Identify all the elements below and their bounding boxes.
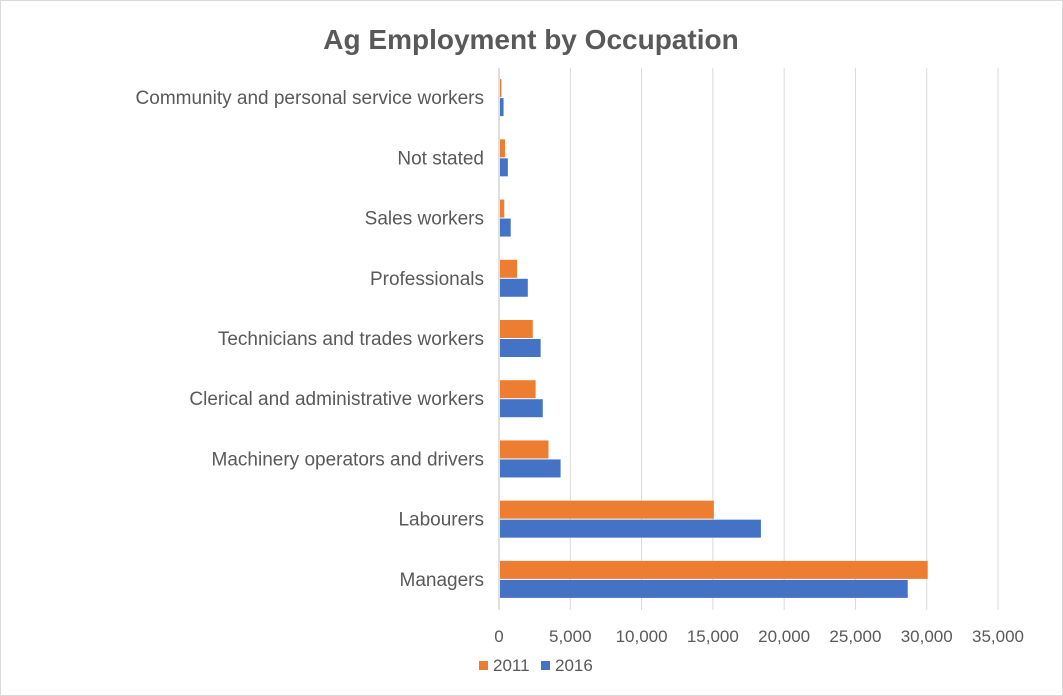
category-labels: Community and personal service workers No… [136,88,484,591]
bar-2011 [500,440,549,459]
category-label: Sales workers [365,209,484,230]
category-label: Clerical and administrative workers [189,389,484,410]
category-label: Labourers [398,510,484,531]
bar-2011 [500,320,533,338]
bar-2016 [500,98,504,117]
bar-2016 [500,399,543,418]
category-label: Technicians and trades workers [218,329,484,350]
category-label: Community and personal service workers [136,88,484,109]
gridlines [498,68,999,610]
bar-2016 [500,579,908,598]
bar-2011 [500,139,505,158]
bar-2011 [500,259,518,278]
category-label: Machinery operators and drivers [212,449,484,470]
bar-2011 [500,500,714,519]
legend-swatch [479,661,488,670]
legend: 2011 2016 [479,656,593,675]
x-axis-tick-labels: 0 5,000 10,000 15,000 20,000 25,000 30,000 35,0… [494,627,1024,646]
x-tick-label: 30,000 [901,627,953,646]
legend-label: 2016 [555,656,593,675]
legend-label: 2011 [493,656,530,675]
bar-2011 [500,560,928,579]
bar-2016 [500,459,561,478]
x-tick-label: 35,000 [972,627,1024,646]
bar-2016 [500,218,511,237]
bar-2011 [500,79,502,98]
bar-2016 [500,278,528,297]
x-tick-label: 20,000 [758,627,810,646]
bar-2016 [500,519,761,538]
bar-2016 [500,339,541,357]
legend-swatch [541,661,550,670]
bars [500,79,928,598]
chart-title: Ag Employment by Occupation [323,24,738,55]
x-tick-label: 15,000 [687,627,739,646]
x-tick-label: 5,000 [549,627,592,646]
category-label: Not stated [397,148,484,169]
x-tick-label: 0 [494,627,503,646]
bar-2011 [500,199,505,218]
category-label: Managers [400,570,485,591]
x-tick-label: 10,000 [616,627,668,646]
bar-2011 [500,380,536,399]
x-tick-label: 25,000 [829,627,881,646]
category-label: Professionals [370,269,484,290]
bar-2016 [500,158,508,177]
